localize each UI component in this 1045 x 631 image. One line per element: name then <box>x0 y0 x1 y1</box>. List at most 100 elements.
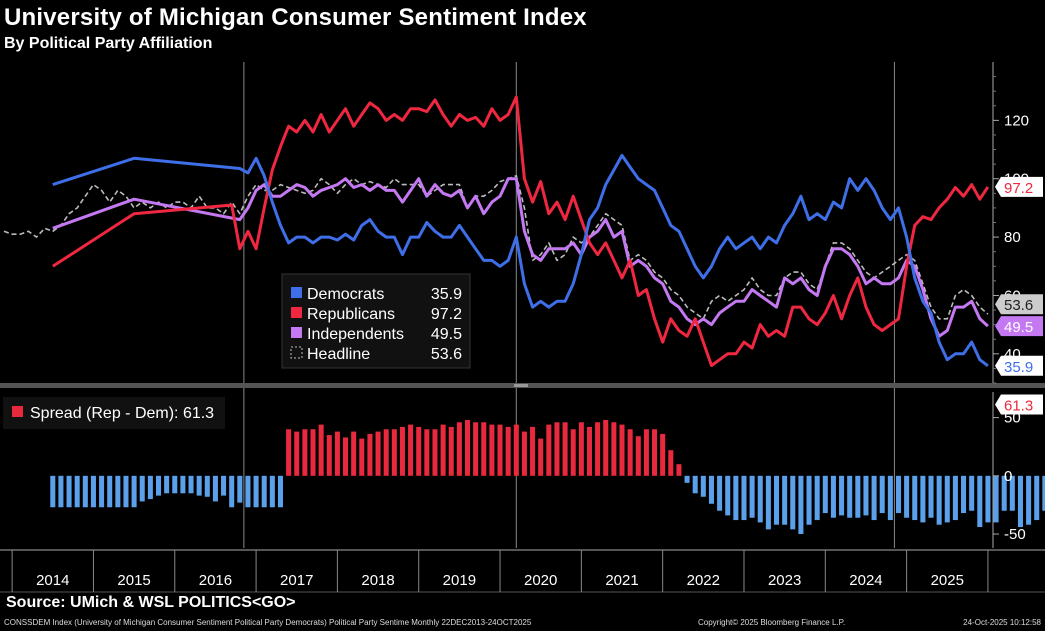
spread-bar <box>1042 475 1045 511</box>
spread-bar <box>131 475 137 508</box>
spread-bar <box>708 475 714 504</box>
spread-bar <box>90 475 96 508</box>
year-label: 2017 <box>280 572 313 589</box>
spread-bar <box>448 426 454 476</box>
year-label: 2014 <box>36 572 69 589</box>
spread-bar <box>489 424 495 476</box>
ticker-description: CONSSDEM Index (University of Michigan C… <box>4 618 532 627</box>
spread-bar <box>391 429 397 476</box>
spread-bar <box>961 475 967 514</box>
spread-bar <box>1009 475 1015 511</box>
spread-bar <box>611 422 617 476</box>
spread-bar <box>155 475 162 496</box>
spread-bar <box>82 475 88 508</box>
spread-bar <box>530 426 536 476</box>
series-line-republicans <box>51 95 990 367</box>
spread-bar <box>595 422 601 476</box>
spread-bar <box>806 475 812 525</box>
spread-bar <box>1001 475 1007 511</box>
spread-bar <box>725 475 731 516</box>
spread-bar <box>773 475 780 525</box>
spread-bar <box>440 424 446 476</box>
spread-bar <box>123 475 129 508</box>
spread-bar <box>204 475 210 497</box>
spread-bar <box>253 475 259 508</box>
legend-swatch-republicans <box>291 307 302 318</box>
series-layer <box>3 95 990 367</box>
spread-bar <box>798 475 804 535</box>
spread-bar <box>546 424 552 476</box>
spread-bar <box>172 475 178 494</box>
spread-bar <box>416 426 422 476</box>
spread-bars-layer <box>50 419 1045 535</box>
spread-bar <box>749 475 755 518</box>
legend-layer: Democrats 35.9 Republicans 97.2 Independents… <box>3 273 471 429</box>
spread-bar <box>1034 475 1040 521</box>
spread-bar <box>334 431 340 476</box>
spread-bar <box>855 475 861 518</box>
spread-bar <box>367 433 373 476</box>
source-note: Source: UMich & WSL POLITICS<GO> <box>6 594 296 611</box>
ytick-label: 120 <box>1004 112 1029 129</box>
spread-bar <box>464 419 471 476</box>
spread-bar <box>912 475 918 521</box>
year-label: 2018 <box>361 572 394 589</box>
spread-bar <box>993 475 999 523</box>
spread-bar <box>692 475 698 494</box>
spread-bar <box>603 419 609 476</box>
spread-bar <box>229 475 235 508</box>
spread-bar <box>554 422 560 476</box>
spread-bar <box>847 475 853 518</box>
chart-subtitle: By Political Party Affiliation <box>4 35 213 52</box>
legend-value: 49.5 <box>431 326 462 343</box>
spread-bar <box>351 431 357 476</box>
spread-bar <box>936 475 942 525</box>
spread-bar <box>399 426 405 476</box>
legend-swatch-democrats <box>291 287 302 298</box>
panel-grip <box>514 384 528 387</box>
spread-bar <box>58 475 64 508</box>
spread-bar <box>310 429 316 476</box>
year-label: 2025 <box>931 572 964 589</box>
spread-bar <box>50 475 56 508</box>
chart-title: University of Michigan Consumer Sentimen… <box>4 4 587 31</box>
spread-bar <box>619 424 625 476</box>
spread-ytick-label: 0 <box>1004 468 1012 485</box>
end-tag-independents <box>995 316 1043 337</box>
year-label: 2022 <box>687 572 720 589</box>
spread-bar <box>497 424 503 476</box>
spread-bar <box>977 475 983 528</box>
year-label: 2023 <box>768 572 801 589</box>
legend-swatch-headline <box>290 346 303 359</box>
axes-layer: 406080100120-500502014201520162017201820… <box>0 62 1045 593</box>
spread-bar <box>164 475 170 494</box>
spread-bar <box>643 429 649 476</box>
spread-bar <box>627 429 633 476</box>
spread-bar <box>562 422 568 476</box>
spread-bar <box>660 433 666 476</box>
end-tag-spread <box>995 394 1043 415</box>
spread-bar <box>359 438 365 476</box>
spread-bar <box>74 475 80 508</box>
spread-bar <box>99 475 105 508</box>
spread-bar <box>952 475 958 521</box>
spread-bar <box>944 475 950 523</box>
spread-bar <box>668 450 674 476</box>
year-label: 2019 <box>443 572 476 589</box>
spread-bar <box>261 475 267 508</box>
spread-bar <box>839 475 845 516</box>
spread-bar <box>887 475 893 521</box>
spread-bar <box>212 475 218 502</box>
spread-bar <box>814 475 820 521</box>
spread-bar <box>473 422 479 476</box>
legend-label: Democrats <box>307 286 384 303</box>
spread-bar <box>196 475 202 496</box>
spread-bar <box>326 435 332 476</box>
spread-bar <box>586 426 593 476</box>
spread-bar <box>985 475 991 523</box>
spread-bar <box>424 429 430 476</box>
spread-bar <box>830 475 836 518</box>
spread-legend-label: Spread (Rep - Dem): 61.3 <box>30 405 214 422</box>
spread-bar <box>139 475 145 502</box>
